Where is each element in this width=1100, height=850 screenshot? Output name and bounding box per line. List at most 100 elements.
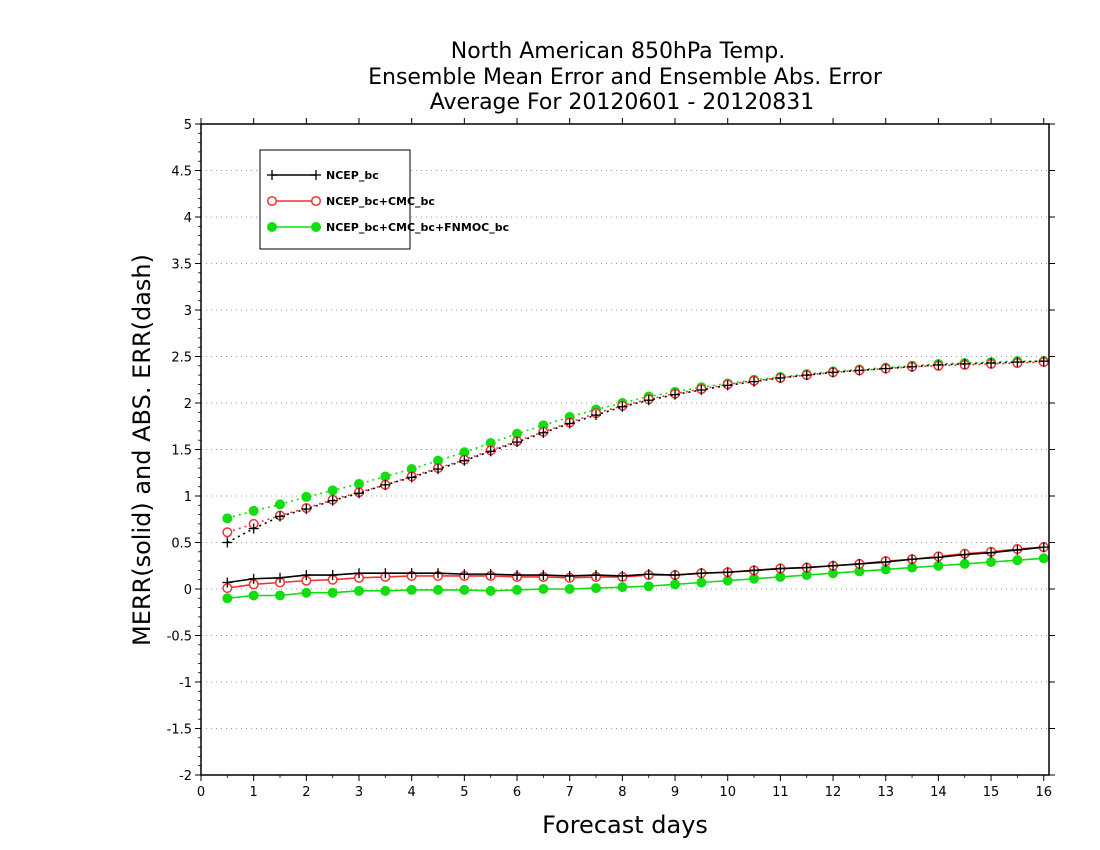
abs-error-point [854, 365, 865, 376]
y-tick-label: 4.5 [171, 165, 192, 180]
mean-error-point [301, 587, 312, 598]
x-tick-label: 0 [197, 785, 205, 800]
legend-marker [267, 222, 277, 232]
abs-error-point [301, 504, 312, 515]
title-line-2: Ensemble Mean Error and Ensemble Abs. Er… [368, 65, 883, 90]
y-tick-label: -0.5 [167, 630, 192, 645]
mean-error-point [749, 565, 760, 576]
mean-error-point [696, 568, 707, 579]
mean-error-point [749, 573, 760, 584]
abs-error-point [880, 363, 891, 374]
abs-error-point [222, 513, 233, 524]
mean-error-point [933, 552, 944, 563]
abs-error-point [591, 410, 602, 421]
y-tick-label: 0.5 [171, 537, 192, 552]
x-axis-label: Forecast days [542, 811, 708, 839]
abs-error-point [564, 418, 575, 429]
y-tick-label: 4 [184, 211, 192, 226]
mean-error-point [380, 585, 391, 596]
abs-error-point [485, 446, 496, 457]
mean-error-point [512, 584, 523, 595]
x-tick-label: 11 [772, 785, 789, 800]
y-tick-label: 3 [184, 304, 192, 319]
abs-error-point [907, 361, 918, 372]
x-tick-label: 6 [513, 785, 521, 800]
mean-error-point [617, 582, 628, 593]
legend-label: NCEP_bc+CMC_bc+FNMOC_bc [326, 221, 509, 234]
mean-error-point [617, 570, 628, 581]
legend: NCEP_bc NCEP_bc+CMC_bc NCEP_bc+CMC_bc+FNMO… [259, 149, 509, 250]
y-tick-label: 3.5 [171, 258, 192, 273]
mean-error-point [670, 579, 681, 590]
mean-error-point [986, 547, 997, 558]
mean-error-point [1038, 553, 1049, 564]
mean-error-point [696, 577, 707, 588]
mean-error-point [406, 584, 417, 595]
x-tick-label: 16 [1035, 785, 1052, 800]
mean-error-point [722, 567, 733, 578]
mean-error-point [248, 573, 259, 584]
legend-marker [267, 170, 277, 180]
mean-error-point [380, 568, 391, 579]
mean-error-point [670, 570, 681, 581]
x-tick-label: 2 [302, 785, 310, 800]
abs-error-point [275, 511, 286, 522]
y-tick-label: 2.5 [171, 351, 192, 366]
mean-error-point [986, 557, 997, 568]
legend-label: NCEP_bc+CMC_bc [326, 195, 435, 208]
abs-error-point [1012, 357, 1023, 368]
abs-error-point [459, 455, 470, 466]
abs-error-point [696, 384, 707, 395]
x-tick-label: 14 [930, 785, 947, 800]
x-tick-label: 5 [460, 785, 468, 800]
x-tick-label: 13 [877, 785, 894, 800]
abs-error-point [775, 372, 786, 383]
x-tick-label: 10 [719, 785, 736, 800]
legend-marker [311, 170, 321, 180]
mean-error-point [907, 554, 918, 565]
mean-error-point [1038, 542, 1049, 553]
mean-error-point [1012, 544, 1023, 555]
plot-series [222, 356, 1049, 604]
y-tick-label: 0 [184, 583, 192, 598]
mean-error-point [907, 562, 918, 573]
mean-error-point [775, 571, 786, 582]
mean-error-point [880, 557, 891, 568]
legend-marker [266, 195, 278, 207]
abs-error-point [722, 380, 733, 391]
x-tick-label: 4 [408, 785, 416, 800]
title-line-1: North American 850hPa Temp. [451, 39, 786, 64]
abs-error-point [222, 527, 233, 538]
abs-error-point [933, 359, 944, 370]
mean-error-point [643, 581, 654, 592]
abs-error-point [354, 478, 365, 489]
y-tick-label: -1.5 [167, 723, 192, 738]
x-tick-label: 3 [355, 785, 363, 800]
y-tick-label: 2 [184, 397, 192, 412]
grid [201, 170, 1049, 729]
abs-error-point [248, 505, 259, 516]
mean-error-point [1012, 555, 1023, 566]
abs-error-point [801, 370, 812, 381]
mean-error-point [854, 558, 865, 569]
x-tick-label: 12 [825, 785, 842, 800]
mean-error-point [433, 584, 444, 595]
mean-error-point [485, 585, 496, 596]
mean-error-point [538, 584, 549, 594]
mean-error-point [222, 593, 233, 604]
y-tick-label: 1 [184, 490, 192, 505]
abs-error-point [301, 491, 312, 502]
abs-error-point [828, 367, 839, 378]
mean-error-point [933, 560, 944, 571]
legend-label: NCEP_bc [326, 169, 379, 182]
mean-error-point [591, 570, 602, 581]
mean-error-point [301, 570, 312, 581]
abs-error-point [749, 376, 760, 387]
mean-error-point [433, 568, 444, 579]
abs-error-point [327, 495, 338, 506]
mean-error-line [227, 546, 1044, 584]
abs-error-point [354, 488, 365, 499]
mean-error-point [538, 570, 549, 581]
